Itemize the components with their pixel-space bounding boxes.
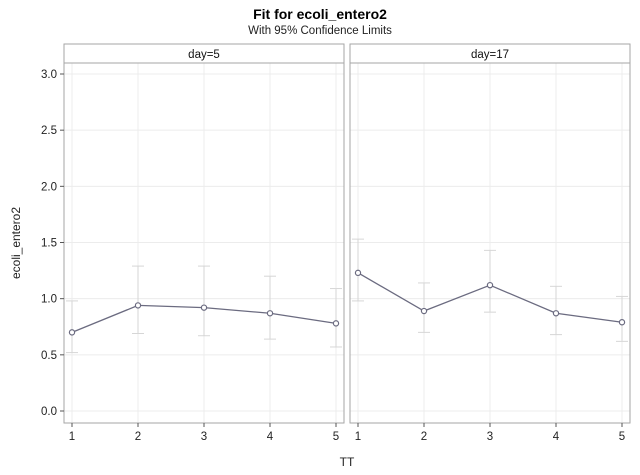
data-point xyxy=(618,319,626,326)
y-tick-label: 2.5 xyxy=(41,125,57,137)
data-point xyxy=(134,302,142,309)
y-tick-label: 3.0 xyxy=(41,69,57,81)
x-tick-label: 1 xyxy=(355,431,361,443)
data-point xyxy=(486,281,494,289)
y-tick-label: 0.5 xyxy=(41,350,57,362)
x-tick-label: 4 xyxy=(553,431,560,443)
chart-subtitle: With 95% Confidence Limits xyxy=(248,25,392,37)
x-tick-label: 2 xyxy=(135,431,141,443)
x-tick-label: 3 xyxy=(487,431,493,443)
panel-header-label: day=5 xyxy=(188,49,220,61)
data-point xyxy=(68,329,76,336)
y-tick-label: 1.5 xyxy=(41,238,57,250)
x-tick-label: 4 xyxy=(267,431,274,443)
y-axis-label: ecoli_entero2 xyxy=(9,207,23,279)
x-tick-label: 5 xyxy=(619,431,625,443)
x-tick-label: 5 xyxy=(333,431,339,443)
data-point xyxy=(552,310,560,317)
x-tick-label: 1 xyxy=(69,431,75,443)
data-point xyxy=(354,269,362,277)
x-tick-label: 3 xyxy=(201,431,207,443)
data-point xyxy=(332,320,340,327)
panel-header-label: day=17 xyxy=(471,49,509,61)
data-point xyxy=(420,307,428,315)
data-point xyxy=(200,304,208,311)
x-tick-label: 2 xyxy=(421,431,427,443)
y-tick-label: 0.0 xyxy=(41,406,57,418)
data-point xyxy=(266,310,274,317)
y-tick-label: 1.0 xyxy=(41,294,57,306)
chart-title: Fit for ecoli_entero2 xyxy=(253,6,387,22)
x-axis-label: TT xyxy=(340,455,355,469)
y-tick-label: 2.0 xyxy=(41,181,57,193)
